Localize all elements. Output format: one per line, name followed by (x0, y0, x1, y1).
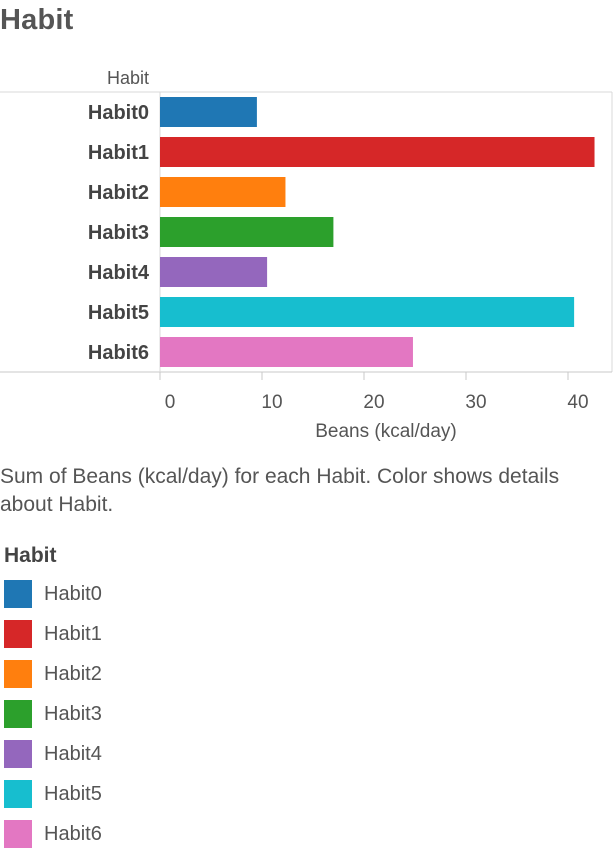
bar-habit4 (160, 257, 268, 287)
legend-label: Habit2 (44, 662, 102, 685)
legend-item[interactable]: Habit5 (4, 774, 102, 814)
category-label: Habit0 (88, 102, 149, 124)
legend-item[interactable]: Habit2 (4, 654, 102, 694)
legend-label: Habit5 (44, 782, 102, 805)
bar-chart: Habit Habit0 Habit1 Habit2 Habit3 Habit4 Habit… (0, 68, 613, 442)
category-label: Habit6 (88, 342, 149, 364)
legend-swatch (4, 700, 32, 728)
bar-habit5 (160, 297, 575, 327)
legend-item[interactable]: Habit3 (4, 694, 102, 734)
legend-swatch (4, 660, 32, 688)
bar-habit1 (160, 137, 595, 167)
y-axis-title: Habit (107, 68, 149, 88)
legend-label: Habit6 (44, 822, 102, 845)
legend-item[interactable]: Habit4 (4, 734, 102, 774)
legend-item[interactable]: Habit1 (4, 614, 102, 654)
legend-swatch (4, 620, 32, 648)
legend-item[interactable]: Habit0 (4, 574, 102, 614)
x-tick-label: 0 (165, 392, 176, 413)
chart-caption: Sum of Beans (kcal/day) for each Habit. … (0, 465, 560, 516)
legend-label: Habit3 (44, 702, 102, 725)
legend-label: Habit0 (44, 582, 102, 605)
x-axis-title: Beans (kcal/day) (315, 421, 457, 442)
category-label: Habit3 (88, 222, 149, 244)
category-label: Habit5 (88, 302, 149, 324)
bar-habit2 (160, 177, 286, 207)
legend-swatch (4, 780, 32, 808)
x-tick-label: 30 (465, 392, 486, 413)
legend-item[interactable]: Habit6 (4, 814, 102, 854)
x-tick-label: 10 (261, 392, 282, 413)
legend-items: Habit0 Habit1 Habit2 Habit3 Habit4 Habit5 Habi… (4, 574, 102, 854)
legend-swatch (4, 740, 32, 768)
legend-label: Habit4 (44, 742, 102, 765)
category-label: Habit2 (88, 182, 149, 204)
legend-label: Habit1 (44, 622, 102, 645)
legend-title: Habit (4, 544, 57, 567)
x-tick-label: 20 (363, 392, 384, 413)
page-title: Habit (0, 4, 74, 36)
category-label: Habit4 (88, 262, 150, 284)
legend: Habit Habit0 Habit1 Habit2 Habit3 Habit4 Habi… (4, 544, 102, 854)
bar-habit3 (160, 217, 334, 247)
x-tick-label: 40 (567, 392, 588, 413)
bar-habit0 (160, 97, 257, 127)
legend-swatch (4, 820, 32, 848)
bar-habit6 (160, 337, 413, 367)
category-label: Habit1 (88, 142, 149, 164)
legend-swatch (4, 580, 32, 608)
